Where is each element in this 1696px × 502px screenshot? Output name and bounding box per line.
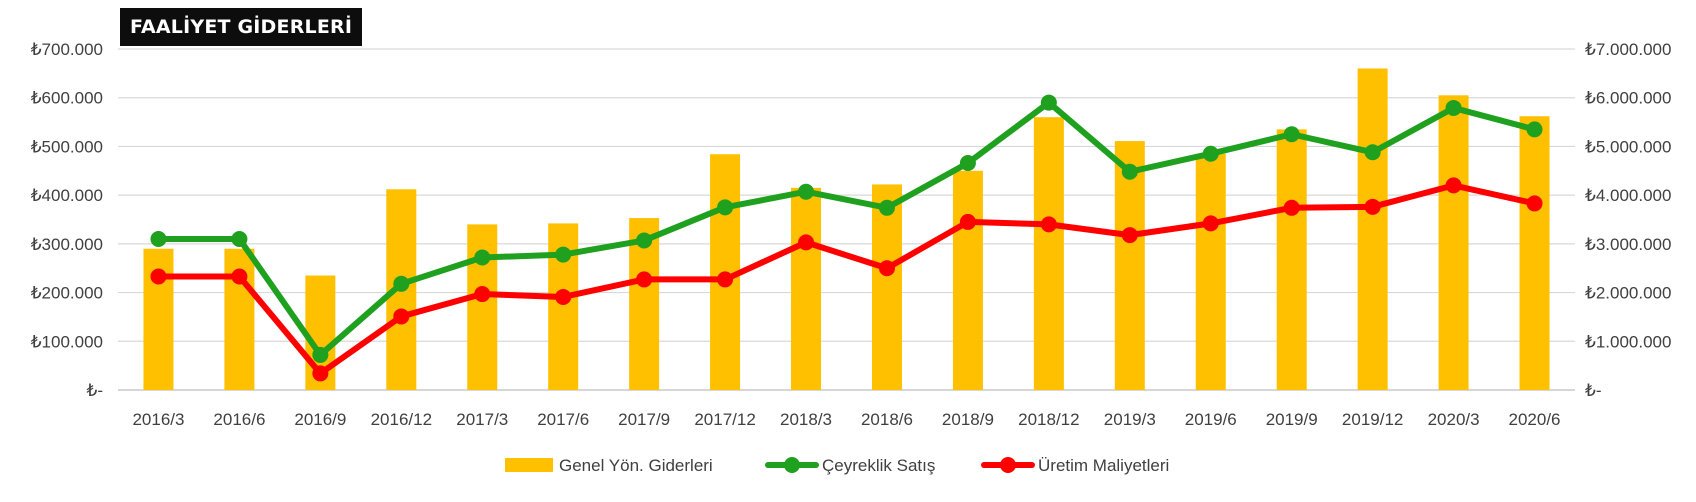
series-line — [155, 182, 1538, 377]
left-axis-tick-label: ₺200.000 — [31, 284, 103, 303]
data-point — [312, 365, 329, 382]
data-point — [231, 230, 248, 247]
data-point — [1283, 126, 1300, 143]
series-line — [155, 99, 1538, 358]
data-point — [1526, 195, 1543, 212]
left-axis-tick-label: ₺300.000 — [31, 235, 103, 254]
data-point — [1445, 177, 1462, 194]
x-axis-tick-label: 2017/9 — [618, 410, 670, 429]
data-point — [717, 199, 734, 216]
bar — [952, 170, 983, 390]
data-point — [555, 246, 572, 263]
legend-label: Genel Yön. Giderleri — [559, 456, 713, 475]
legend-swatch-marker — [784, 457, 800, 473]
chart-title: FAALİYET GİDERLERİ — [120, 8, 363, 46]
data-point — [798, 234, 815, 251]
right-axis-tick-label: ₺7.000.000 — [1585, 40, 1671, 59]
right-axis-tick-label: ₺3.000.000 — [1585, 235, 1671, 254]
right-axis-tick-label: ₺1.000.000 — [1585, 332, 1671, 351]
data-point — [1364, 144, 1381, 161]
x-axis-tick-label: 2019/6 — [1185, 410, 1237, 429]
data-point — [636, 271, 653, 288]
x-axis-tick-label: 2016/9 — [294, 410, 346, 429]
x-axis-tick-label: 2018/6 — [861, 410, 913, 429]
bar — [467, 224, 498, 390]
data-point — [1040, 94, 1057, 111]
x-axis-tick-label: 2018/3 — [780, 410, 832, 429]
left-axis-tick-label: ₺600.000 — [31, 89, 103, 108]
data-point — [1526, 121, 1543, 138]
x-axis-tick-label: 2019/3 — [1104, 410, 1156, 429]
data-point — [717, 271, 734, 288]
x-axis-tick-label: 2020/3 — [1428, 410, 1480, 429]
bar — [1438, 95, 1469, 391]
data-point — [1121, 227, 1138, 244]
data-point — [231, 268, 248, 285]
x-axis-tick-label: 2019/9 — [1266, 410, 1318, 429]
data-point — [1202, 145, 1219, 162]
right-axis-tick-label: ₺5.000.000 — [1585, 137, 1671, 156]
data-point — [1040, 216, 1057, 233]
data-point — [393, 308, 410, 325]
bar — [1357, 68, 1388, 390]
data-point — [959, 154, 976, 171]
bar — [1033, 117, 1064, 390]
data-point — [1283, 199, 1300, 216]
bar — [1114, 141, 1145, 390]
legend-swatch-marker — [1000, 457, 1016, 473]
x-axis-tick-label: 2017/6 — [537, 410, 589, 429]
x-axis-tick-label: 2018/9 — [942, 410, 994, 429]
data-point — [959, 213, 976, 230]
bar — [1195, 153, 1226, 390]
left-axis-tick-label: ₺500.000 — [31, 137, 103, 156]
data-point — [878, 260, 895, 277]
x-axis-tick-label: 2017/12 — [694, 410, 755, 429]
right-axis-tick-label: ₺4.000.000 — [1585, 186, 1671, 205]
x-axis-tick-label: 2017/3 — [456, 410, 508, 429]
data-point — [1445, 99, 1462, 116]
left-axis-tick-label: ₺400.000 — [31, 186, 103, 205]
x-axis-tick-label: 2016/6 — [213, 410, 265, 429]
data-point — [474, 286, 491, 303]
right-axis-tick-label: ₺6.000.000 — [1585, 89, 1671, 108]
data-point — [1121, 163, 1138, 180]
data-point — [150, 268, 167, 285]
data-point — [474, 249, 491, 266]
x-axis-tick-label: 2019/12 — [1342, 410, 1403, 429]
data-point — [393, 275, 410, 292]
data-point — [1364, 198, 1381, 215]
data-point — [798, 183, 815, 200]
bar — [791, 187, 822, 390]
bar — [1276, 129, 1307, 390]
right-axis-tick-label: ₺- — [1585, 381, 1601, 400]
data-point — [312, 346, 329, 363]
data-point — [150, 230, 167, 247]
bar — [871, 184, 902, 390]
left-axis-tick-label: ₺- — [87, 381, 103, 400]
x-axis-tick-label: 2020/6 — [1509, 410, 1561, 429]
bar — [1519, 116, 1550, 391]
right-axis-tick-label: ₺2.000.000 — [1585, 284, 1671, 303]
legend-label: Çeyreklik Satış — [822, 456, 935, 475]
left-axis-tick-label: ₺100.000 — [31, 332, 103, 351]
x-axis-tick-label: 2016/12 — [371, 410, 432, 429]
legend-label: Üretim Maliyetleri — [1038, 456, 1169, 475]
data-point — [1202, 215, 1219, 232]
data-point — [878, 199, 895, 216]
x-axis-tick-label: 2018/12 — [1018, 410, 1079, 429]
data-point — [555, 288, 572, 305]
x-axis-tick-label: 2016/3 — [132, 410, 184, 429]
legend-swatch-bar — [505, 458, 553, 472]
data-point — [636, 232, 653, 249]
left-axis-tick-label: ₺700.000 — [31, 40, 103, 59]
